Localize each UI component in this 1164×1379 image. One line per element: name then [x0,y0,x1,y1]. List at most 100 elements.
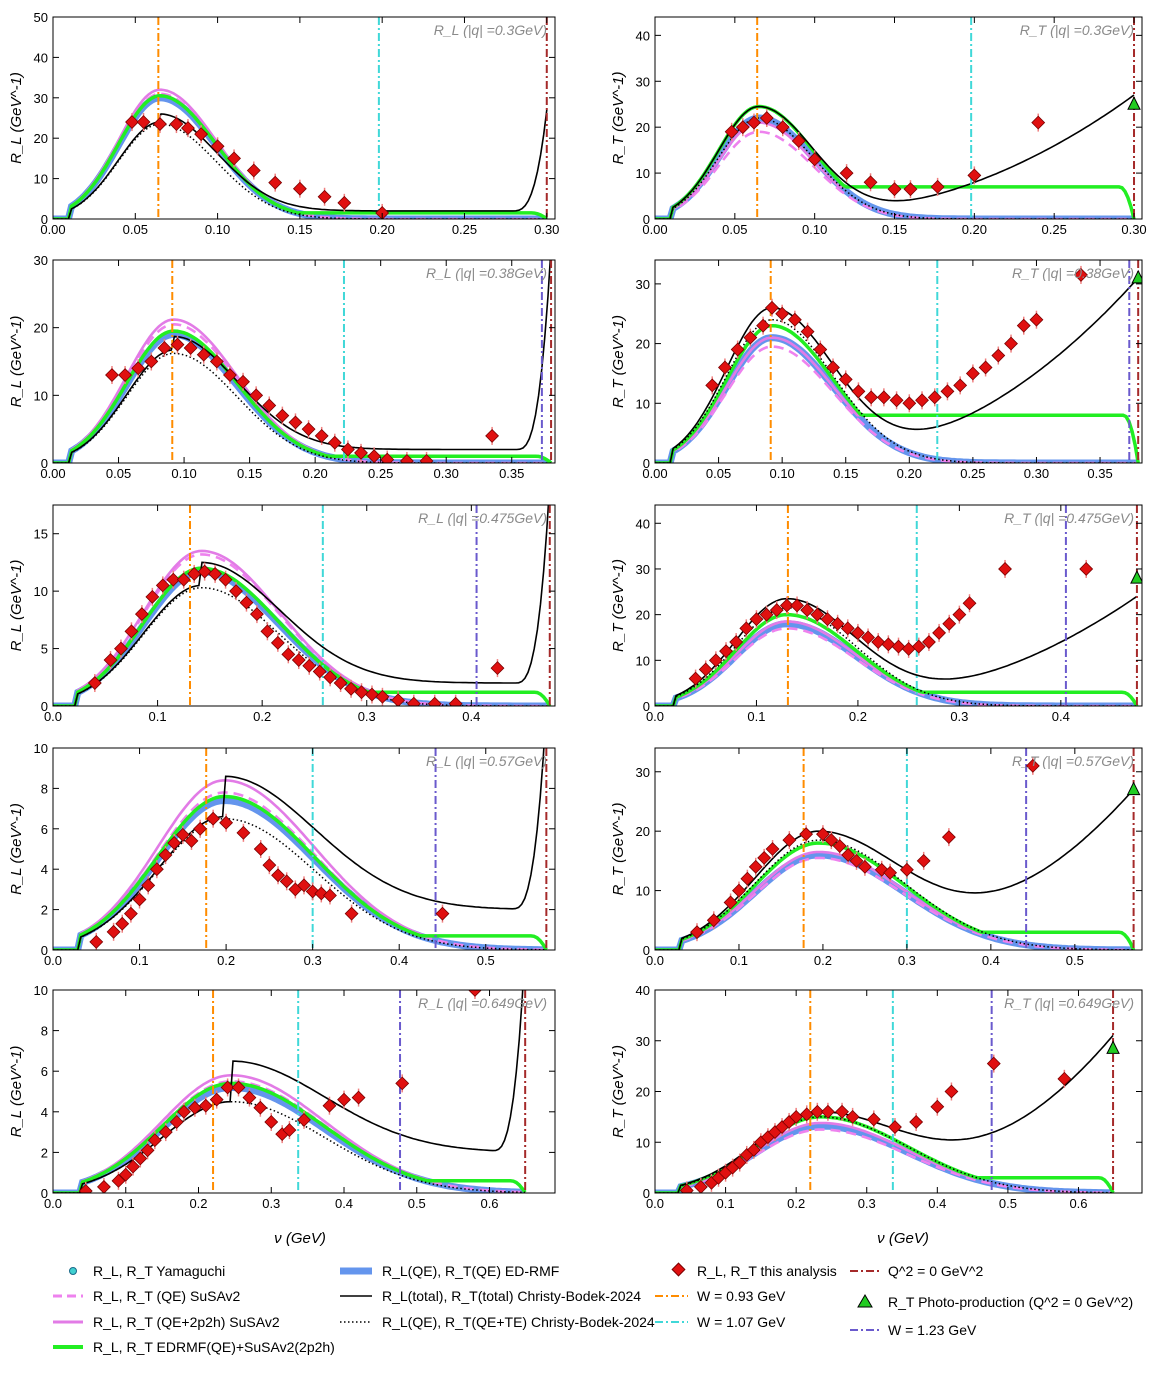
data-point [759,111,774,125]
x-tick-label: 0.3 [304,953,322,968]
data-point [775,306,790,321]
data-point [170,337,185,352]
y-tick-label: 40 [636,516,650,531]
y-tick-label: 10 [34,983,48,998]
data-point [779,598,794,613]
data-point [435,906,450,921]
y-tick-label: 30 [636,562,650,577]
data-point [735,120,750,135]
data-point [301,422,316,437]
plot-area [655,17,1141,219]
x-tick-label: 0.5 [477,953,495,968]
data-point [125,115,139,129]
data-point [167,836,182,850]
data-point [260,624,275,639]
data-point [953,378,968,393]
data-point [136,115,151,129]
data-point [322,1098,337,1113]
y-tick-label: 30 [34,253,48,268]
panel-label: R_T (|q| =0.475GeV) [1004,510,1134,526]
y-tick-label: 30 [636,277,650,292]
data-point [832,839,847,853]
data-point [312,664,327,679]
y-tick-label: 0 [643,943,650,958]
panel-frame [52,989,556,1194]
y-tick-label: 6 [41,822,48,837]
y-tick-label: 0 [41,212,48,227]
y-tick-label: 10 [636,166,650,181]
data-point [863,175,878,190]
x-tick-label: 0.1 [131,953,149,968]
y-axis-label: R_T (GeV^-1) [610,559,627,652]
legend-christy-qe-label: R_L(QE), R_T(QE+TE) Christy-Bodek-2024 [382,1314,655,1330]
data-point [845,1109,860,1124]
data-point [176,572,191,587]
x-tick-label: 0.1 [117,1196,135,1211]
curve-christy-total [655,788,1135,950]
panel-R_L-0.57: 0.0 0.1 0.2 0.3 0.4 0.5 0 2 4 6 8 10 R_L (GeV^-1) R_L… [8,741,556,968]
x-tick-label: 0.0 [44,1196,62,1211]
y-tick-label: 30 [34,91,48,106]
x-tick-label: 0.35 [1087,466,1112,481]
x-tick-label: 0.35 [499,466,524,481]
x-tick-label: 0.4 [462,709,480,724]
y-axis-label: R_L (GeV^-1) [8,560,25,652]
panel-R_L-0.649: 0.0 0.1 0.2 0.3 0.4 0.5 0.6 0 2 4 6 8 10 R_L (GeV^-1)… [8,983,556,1211]
data-point [158,848,173,862]
x-tick-label: 0.10 [802,222,827,237]
data-point [236,825,251,840]
y-tick-label: 5 [41,642,48,657]
y-tick-label: 8 [41,1024,48,1039]
data-point [1004,336,1018,351]
x-tick-label: 0.00 [40,222,65,237]
data-point [231,1080,246,1095]
data-point [262,858,277,873]
data-point [909,1115,924,1129]
x-tick-label: 0.1 [730,953,748,968]
curve-christy-qe [655,607,1137,706]
y-tick-label: 20 [34,131,48,146]
data-point [297,1112,311,1127]
data-point [177,1104,191,1119]
panel-R_T-0.57: 0.0 0.1 0.2 0.3 0.4 0.5 0 10 20 30 R_T (GeV^-1) R_T… [610,747,1143,968]
data-point [275,408,290,423]
data-point [448,696,463,706]
plot-area [53,990,527,1193]
data-point [789,1109,804,1124]
panel-frame [654,16,1143,220]
data-point [323,888,337,903]
plot-area [655,990,1120,1193]
panel-label: R_L (|q| =0.3GeV) [434,22,547,38]
data-point [790,598,804,613]
panel-frame [52,504,556,707]
data-point [757,850,772,865]
plot-area [655,505,1142,706]
x-tick-label: 0.0 [646,709,664,724]
data-point [317,189,332,204]
data-point [111,1173,126,1188]
data-point [889,393,904,408]
x-tick-label: 0.30 [1121,222,1146,237]
data-point [264,1115,279,1129]
data-point [354,685,369,700]
curve-edrmf-susav2 [655,323,1140,463]
data-point [883,865,898,880]
data-point [271,868,285,883]
data-point [944,1084,959,1099]
x-tick-label: 0.05 [106,466,131,481]
x-tick-label: 0.2 [787,1196,805,1211]
data-point [485,429,500,443]
data-point [106,924,121,939]
y-tick-label: 30 [636,765,650,780]
panel-R_L-0.38: 0.00 0.05 0.10 0.15 0.20 0.25 0.30 0.35 0 10 20 30 R… [8,253,556,481]
curve-susav2-2p2h [53,318,552,463]
y-tick-label: 0 [643,212,650,227]
data-point [118,368,133,382]
data-points [87,562,505,706]
x-tick-label: 0.00 [642,222,667,237]
data-point [246,163,261,178]
x-tick-label: 0.20 [897,466,922,481]
data-point [367,449,382,463]
data-point [253,842,268,856]
x-tick-label: 0.3 [358,709,376,724]
